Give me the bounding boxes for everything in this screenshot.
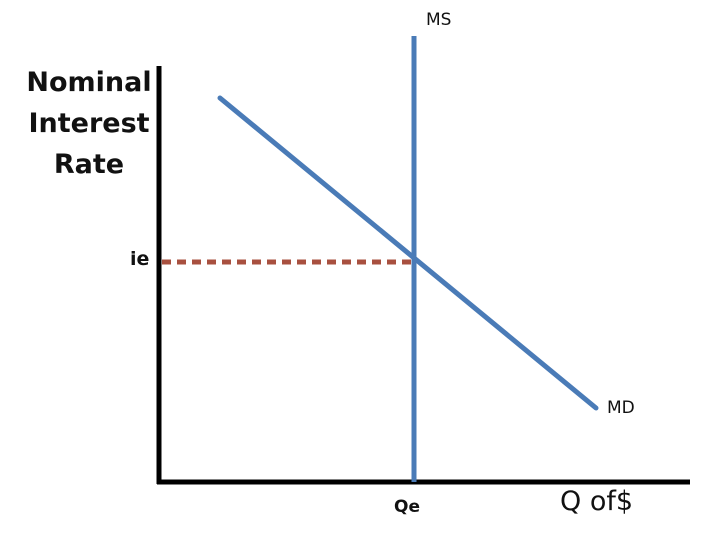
y-axis-label-line-1: Nominal [26, 67, 152, 98]
equilibrium-quantity-label: Qe [394, 497, 420, 517]
y-axis-label-line-2: Interest [28, 108, 150, 139]
money-supply-label: MS [426, 10, 452, 30]
money-demand-curve [217, 95, 599, 411]
y-axis-label: Nominal Interest Rate [14, 62, 164, 185]
equilibrium-rate-label: ie [130, 248, 150, 270]
x-axis-label: Q of$ [560, 486, 634, 517]
money-demand-label: MD [607, 398, 635, 418]
y-axis-label-line-3: Rate [53, 149, 125, 180]
